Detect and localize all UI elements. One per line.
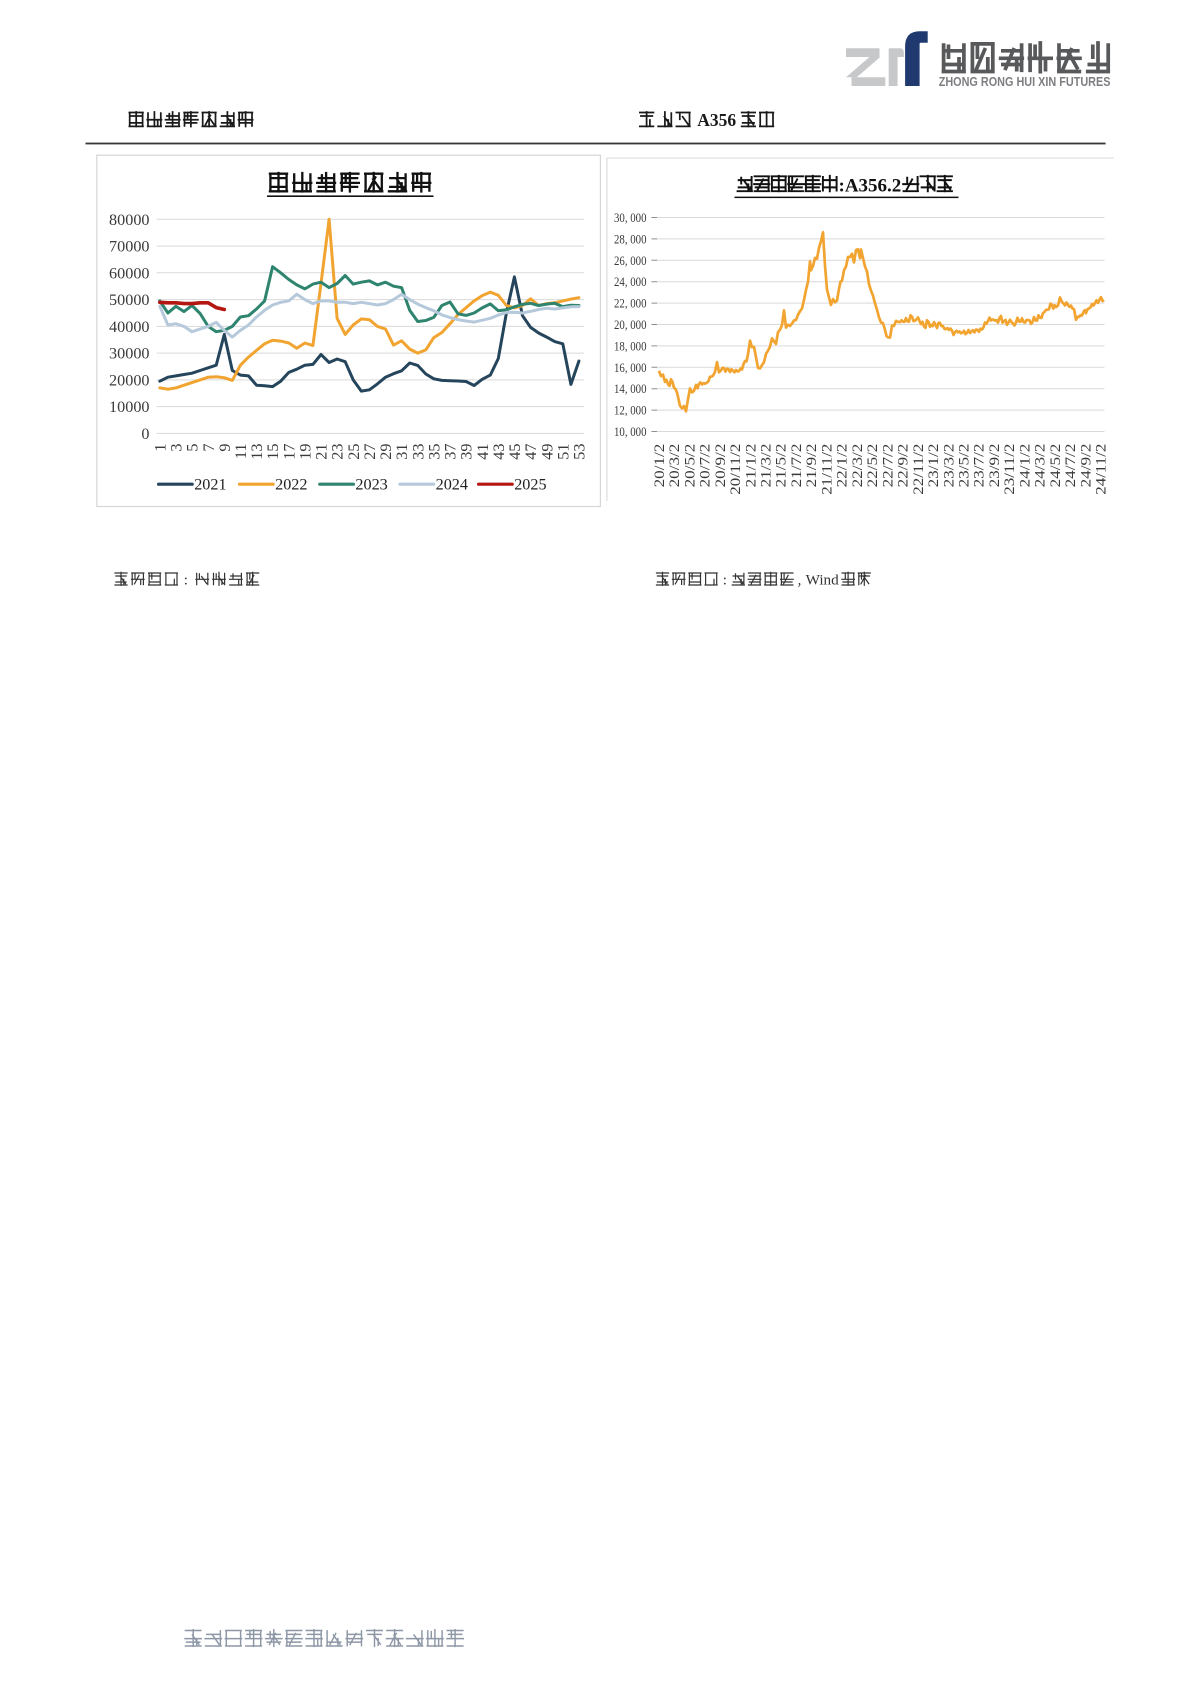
svg-text:35: 35 [425, 444, 443, 460]
svg-text:7: 7 [200, 444, 218, 452]
svg-text:20/7/2: 20/7/2 [698, 444, 714, 488]
svg-text:10000: 10000 [109, 398, 149, 416]
svg-text:40000: 40000 [109, 318, 149, 336]
svg-text:10, 000: 10, 000 [614, 424, 647, 439]
svg-text:26, 000: 26, 000 [614, 253, 647, 268]
svg-text:22/3/2: 22/3/2 [850, 444, 866, 488]
svg-text:21/11/2: 21/11/2 [819, 444, 835, 495]
svg-text:60000: 60000 [109, 264, 149, 282]
svg-text:9: 9 [216, 444, 234, 452]
svg-text:21/5/2: 21/5/2 [774, 444, 790, 488]
svg-text:41: 41 [474, 444, 492, 460]
svg-text:2024: 2024 [436, 475, 468, 493]
svg-text:33: 33 [409, 444, 427, 460]
svg-text:21/1/2: 21/1/2 [743, 444, 759, 488]
svg-text:22/1/2: 22/1/2 [835, 444, 851, 488]
svg-text:13: 13 [248, 444, 266, 460]
svg-text:0: 0 [141, 425, 149, 443]
svg-text:37: 37 [442, 444, 460, 460]
svg-text:49: 49 [538, 444, 556, 460]
svg-text:51: 51 [554, 444, 572, 460]
svg-text:24/9/2: 24/9/2 [1078, 444, 1094, 488]
svg-text:23/5/2: 23/5/2 [957, 444, 973, 488]
svg-text:23/7/2: 23/7/2 [972, 444, 988, 488]
svg-text:24/7/2: 24/7/2 [1063, 444, 1079, 488]
svg-text::: : [723, 572, 727, 588]
svg-text:20, 000: 20, 000 [614, 317, 647, 332]
svg-text:23/11/2: 23/11/2 [1002, 444, 1018, 495]
svg-text:20/9/2: 20/9/2 [713, 444, 729, 488]
svg-text:,: , [798, 572, 802, 588]
svg-text:5: 5 [184, 444, 202, 452]
svg-text:22/5/2: 22/5/2 [865, 444, 881, 488]
svg-text:16, 000: 16, 000 [614, 360, 647, 375]
svg-text:2023: 2023 [355, 475, 387, 493]
svg-text:ZHONG RONG HUI XIN FUTURES: ZHONG RONG HUI XIN FUTURES [939, 75, 1111, 89]
svg-text:12, 000: 12, 000 [614, 403, 647, 418]
svg-text:20/5/2: 20/5/2 [682, 444, 698, 488]
svg-text:50000: 50000 [109, 291, 149, 309]
svg-text:43: 43 [490, 444, 508, 460]
svg-text:39: 39 [458, 444, 476, 460]
svg-text:23/3/2: 23/3/2 [941, 444, 957, 488]
svg-text:20/11/2: 20/11/2 [728, 444, 744, 495]
svg-text:23/1/2: 23/1/2 [926, 444, 942, 488]
svg-text:17: 17 [280, 444, 298, 460]
svg-text:29: 29 [377, 444, 395, 460]
svg-text:25: 25 [345, 444, 363, 460]
svg-text::: : [184, 572, 188, 588]
svg-text:53: 53 [571, 444, 589, 460]
svg-text:45: 45 [506, 444, 524, 460]
svg-text:11: 11 [232, 444, 250, 460]
svg-text:24/11/2: 24/11/2 [1094, 444, 1110, 495]
svg-text:23: 23 [329, 444, 347, 460]
svg-text:A356: A356 [697, 110, 736, 130]
svg-text:24, 000: 24, 000 [614, 274, 647, 289]
svg-text:21/3/2: 21/3/2 [759, 444, 775, 488]
svg-text:22/11/2: 22/11/2 [911, 444, 927, 495]
svg-text:20000: 20000 [109, 372, 149, 390]
svg-text:Wind: Wind [806, 571, 840, 588]
svg-text:3: 3 [168, 444, 186, 452]
svg-text:21/9/2: 21/9/2 [804, 444, 820, 488]
svg-text:2021: 2021 [194, 475, 226, 493]
svg-text:30000: 30000 [109, 345, 149, 363]
svg-text:18, 000: 18, 000 [614, 338, 647, 353]
svg-text:31: 31 [393, 444, 411, 460]
svg-text:22, 000: 22, 000 [614, 296, 647, 311]
svg-text:24/5/2: 24/5/2 [1048, 444, 1064, 488]
svg-text:21: 21 [313, 444, 331, 460]
svg-text:24/3/2: 24/3/2 [1033, 444, 1049, 488]
svg-text:21/7/2: 21/7/2 [789, 444, 805, 488]
svg-text:20/3/2: 20/3/2 [667, 444, 683, 488]
svg-text::A356.2: :A356.2 [839, 176, 902, 197]
svg-text:19: 19 [297, 444, 315, 460]
svg-text:80000: 80000 [109, 211, 149, 229]
svg-text:22/7/2: 22/7/2 [880, 444, 896, 488]
svg-text:23/9/2: 23/9/2 [987, 444, 1003, 488]
svg-text:30, 000: 30, 000 [614, 210, 647, 225]
svg-text:20/1/2: 20/1/2 [652, 444, 668, 488]
svg-text:22/9/2: 22/9/2 [896, 444, 912, 488]
svg-text:14, 000: 14, 000 [614, 381, 647, 396]
svg-text:27: 27 [361, 444, 379, 460]
svg-text:28, 000: 28, 000 [614, 231, 647, 246]
svg-text:1: 1 [151, 444, 169, 452]
svg-text:2022: 2022 [275, 475, 307, 493]
svg-text:47: 47 [522, 444, 540, 460]
svg-text:15: 15 [264, 444, 282, 460]
svg-text:2025: 2025 [514, 475, 546, 493]
svg-text:70000: 70000 [109, 238, 149, 256]
svg-text:24/1/2: 24/1/2 [1017, 444, 1033, 488]
